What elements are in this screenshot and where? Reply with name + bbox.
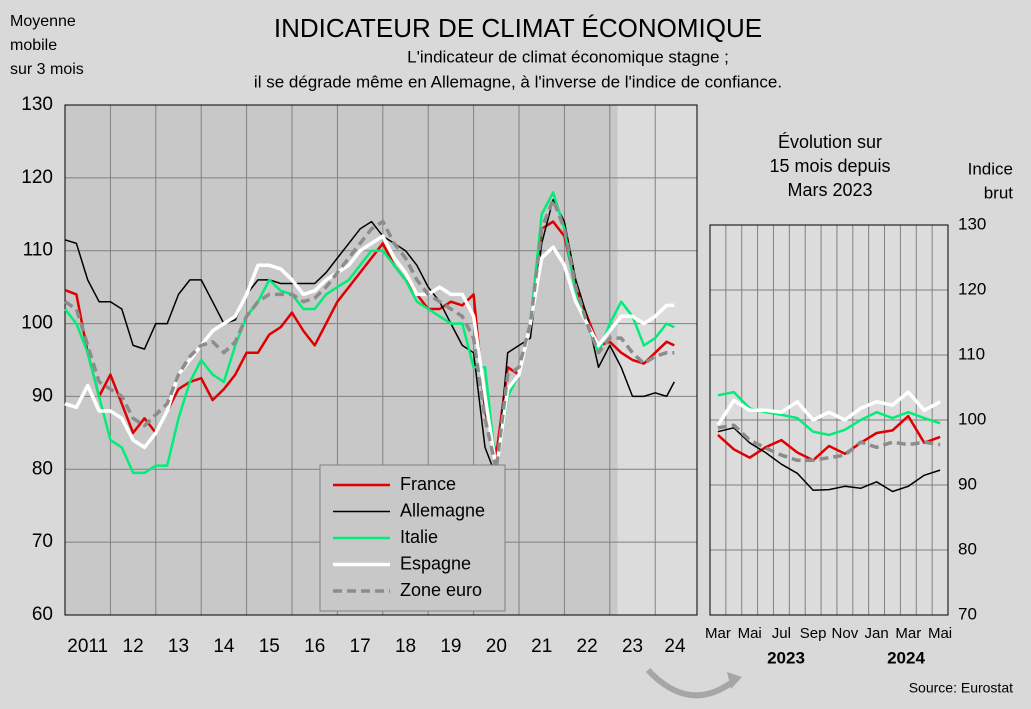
y-tick-label: 110 bbox=[23, 240, 53, 261]
y-tick-label: 70 bbox=[32, 531, 53, 552]
y-tick-label: 130 bbox=[21, 94, 53, 115]
line-series bbox=[64, 197, 675, 472]
x-tick-label: 18 bbox=[395, 636, 416, 657]
plot-frame bbox=[709, 224, 949, 616]
axis-title: brut bbox=[984, 183, 1014, 202]
y-tick-label: 70 bbox=[958, 604, 977, 623]
x-tick-label: 19 bbox=[440, 636, 461, 657]
y-tick-label: 80 bbox=[958, 539, 977, 558]
arrow bbox=[645, 667, 737, 699]
legend-label: France bbox=[400, 474, 456, 494]
x-tick-label: 20 bbox=[486, 636, 507, 657]
subtitle: L'indicateur de climat économique stagne… bbox=[407, 47, 729, 66]
axis-title: mobile bbox=[10, 37, 57, 54]
line-series bbox=[717, 414, 941, 462]
x-tick-label: Jul bbox=[772, 625, 791, 642]
y-tick-label: 90 bbox=[958, 474, 977, 493]
year-label: 2023 bbox=[767, 648, 805, 667]
y-tick-label: 130 bbox=[958, 214, 986, 233]
x-tick-label: Mai bbox=[928, 625, 952, 642]
x-tick-label: 16 bbox=[304, 636, 325, 657]
x-tick-label: 24 bbox=[664, 636, 686, 657]
line-series bbox=[64, 191, 675, 475]
source: Source: Eurostat bbox=[909, 680, 1013, 696]
y-tick-label: 110 bbox=[958, 344, 985, 363]
legend-label: Zone euro bbox=[400, 580, 482, 600]
axis-title: Indice bbox=[968, 159, 1013, 178]
arrow-head bbox=[727, 672, 742, 689]
highlight-band bbox=[617, 105, 697, 615]
line-series bbox=[64, 234, 675, 472]
x-tick-label: Sep bbox=[800, 625, 827, 642]
x-tick-label: 2011 bbox=[67, 636, 108, 657]
x-tick-label: Mar bbox=[895, 625, 921, 642]
x-tick-label: 15 bbox=[259, 636, 280, 657]
panel-title: Mars 2023 bbox=[787, 180, 872, 200]
x-tick-label: 22 bbox=[577, 636, 598, 657]
legend-label: Allemagne bbox=[400, 500, 485, 520]
panel-title: Évolution sur bbox=[778, 132, 882, 152]
x-tick-label: 12 bbox=[123, 636, 144, 657]
axis-title: Moyenne bbox=[10, 13, 76, 30]
legend-label: Espagne bbox=[400, 553, 471, 573]
y-tick-label: 80 bbox=[32, 458, 53, 479]
x-tick-label: Nov bbox=[832, 625, 859, 642]
y-tick-label: 120 bbox=[21, 167, 53, 188]
x-tick-label: 23 bbox=[622, 636, 643, 657]
x-tick-label: Jan bbox=[865, 625, 889, 642]
x-tick-label: Mar bbox=[705, 625, 731, 642]
legend-label: Italie bbox=[400, 527, 438, 547]
line-series bbox=[717, 423, 941, 463]
line-series bbox=[716, 390, 941, 427]
y-tick-label: 100 bbox=[21, 313, 53, 334]
y-tick-label: 60 bbox=[32, 604, 53, 625]
year-label: 2024 bbox=[887, 648, 925, 667]
x-tick-label: 13 bbox=[168, 636, 189, 657]
line-series bbox=[717, 427, 941, 493]
x-tick-label: 17 bbox=[350, 636, 371, 657]
y-tick-label: 120 bbox=[958, 279, 986, 298]
y-tick-label: 90 bbox=[32, 385, 53, 406]
x-tick-label: 14 bbox=[213, 636, 235, 657]
x-tick-label: Mai bbox=[738, 625, 762, 642]
plot-frame bbox=[64, 104, 698, 616]
line-series bbox=[64, 198, 675, 478]
axis-title: sur 3 mois bbox=[10, 61, 84, 78]
subtitle: il se dégrade même en Allemagne, à l'inv… bbox=[254, 72, 782, 91]
chart-title: INDICATEUR DE CLIMAT ÉCONOMIQUE bbox=[274, 13, 762, 43]
panel-title: 15 mois depuis bbox=[769, 156, 890, 176]
x-tick-label: 21 bbox=[531, 636, 552, 657]
y-tick-label: 100 bbox=[958, 409, 986, 428]
